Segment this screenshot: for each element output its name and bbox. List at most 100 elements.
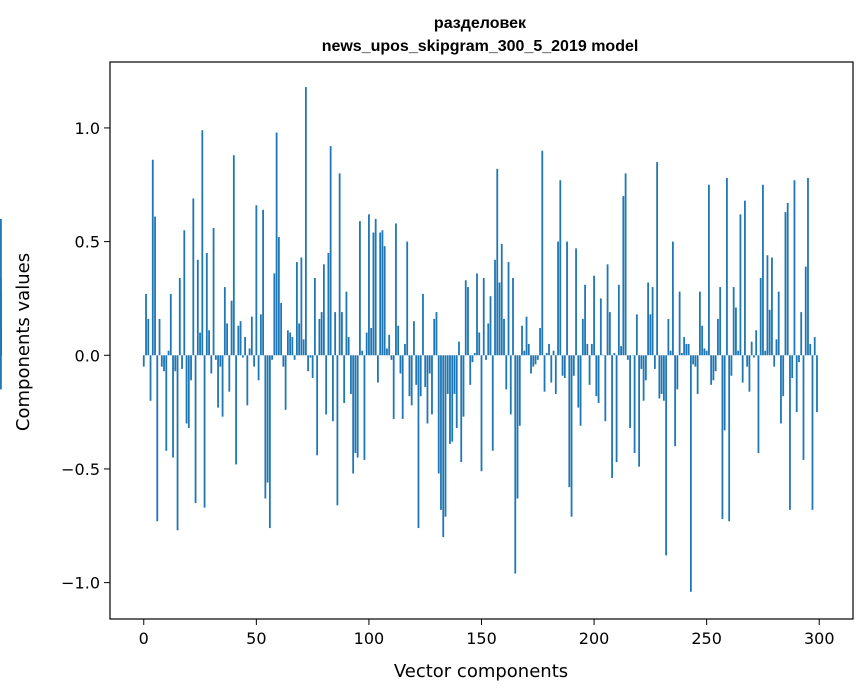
bar-47	[248, 348, 251, 356]
bar-140	[458, 341, 460, 356]
bar-126	[426, 355, 429, 424]
bar-137	[451, 355, 454, 442]
bar-30	[210, 355, 213, 374]
bar-75	[311, 355, 314, 379]
bar-9	[163, 355, 165, 372]
bar-187	[563, 355, 566, 379]
bar-237	[676, 355, 679, 390]
bar-32	[214, 355, 217, 360]
bar-143	[464, 280, 467, 356]
bar-171	[527, 343, 530, 356]
bar-299	[816, 355, 818, 413]
bar-178	[543, 355, 546, 392]
bar-151	[482, 277, 485, 356]
bar-3	[149, 355, 152, 401]
x-tick-label: 250	[691, 629, 722, 648]
bar-27	[203, 355, 206, 508]
bar-175	[536, 355, 539, 360]
bar-17	[181, 355, 183, 369]
bar-158	[498, 282, 501, 356]
bar-5	[154, 216, 156, 356]
bar-90	[345, 291, 348, 356]
bar-256	[719, 287, 722, 356]
bar-241	[685, 343, 688, 356]
y-tick-label: −1.0	[61, 574, 100, 593]
bar-26	[201, 130, 204, 356]
bar-260	[728, 355, 731, 522]
x-tick-label: 100	[354, 629, 385, 648]
bar-98	[363, 355, 366, 460]
bar-266	[741, 355, 744, 383]
bar-123	[419, 355, 422, 397]
bar-46	[246, 355, 249, 406]
bar-246	[696, 355, 699, 394]
bar-296	[809, 343, 812, 356]
x-tick-label: 200	[579, 629, 610, 648]
bar-series	[0, 87, 818, 592]
bar-37	[226, 323, 228, 356]
bar-148	[476, 273, 478, 356]
bar-115	[401, 355, 404, 419]
bar-193	[577, 355, 580, 408]
bar-97	[361, 350, 364, 356]
bar-95	[356, 355, 359, 458]
bar-146	[471, 355, 474, 363]
bar-169	[523, 350, 526, 356]
bar-247	[699, 291, 701, 356]
bar-72	[304, 87, 307, 356]
bar-297	[811, 355, 814, 510]
bar-2	[147, 318, 150, 356]
bar-22	[192, 198, 195, 356]
bar-263	[735, 307, 737, 356]
bar-164	[512, 277, 514, 356]
x-axis-ticks: 0 50 100 150 200 250 300	[139, 619, 835, 648]
bar-64	[286, 330, 289, 356]
bar-281	[775, 339, 778, 356]
bar-285	[784, 212, 787, 356]
bar-271	[753, 355, 755, 358]
bar-160	[503, 318, 505, 356]
bar-213	[622, 196, 625, 356]
bar-36	[223, 287, 226, 356]
bar-253	[712, 355, 715, 381]
bar-223	[644, 355, 647, 381]
bar-120	[413, 321, 415, 356]
bar-82	[327, 252, 330, 356]
bar-273	[757, 355, 760, 454]
bar-279	[771, 257, 773, 356]
bar-198	[588, 355, 591, 385]
bar-181	[550, 355, 553, 383]
bar-219	[635, 314, 638, 356]
bar-200	[593, 275, 595, 356]
y-axis-ticks: −1.0 −0.5 0.0 0.5 1.0	[61, 119, 110, 593]
bar-103	[374, 218, 377, 356]
bar-212	[620, 346, 622, 356]
bar-180	[548, 343, 550, 356]
bar-94	[354, 355, 357, 454]
bar-289	[793, 180, 796, 356]
bar-166	[516, 355, 519, 499]
x-axis-label: Vector components	[394, 661, 568, 682]
bar-106	[381, 230, 384, 356]
bar-135	[446, 355, 449, 394]
bar-192	[575, 248, 577, 356]
bar-287	[789, 355, 791, 510]
bar-undefined	[0, 323, 2, 356]
bar-284	[782, 355, 785, 397]
y-tick-label: −0.5	[61, 460, 100, 479]
bar-214	[624, 173, 627, 356]
bar-295	[807, 177, 809, 356]
bar-86	[336, 355, 339, 506]
bar-179	[545, 353, 548, 356]
bar-undefined	[0, 350, 2, 356]
bar-33	[217, 355, 219, 408]
bar-159	[500, 243, 503, 356]
bar-272	[755, 330, 758, 356]
bar-209	[613, 353, 616, 356]
bar-71	[302, 339, 305, 356]
bar-269	[748, 355, 751, 392]
bar-244	[692, 355, 695, 365]
bar-63	[284, 355, 287, 410]
bar-117	[406, 241, 409, 356]
bar-73	[307, 355, 310, 372]
